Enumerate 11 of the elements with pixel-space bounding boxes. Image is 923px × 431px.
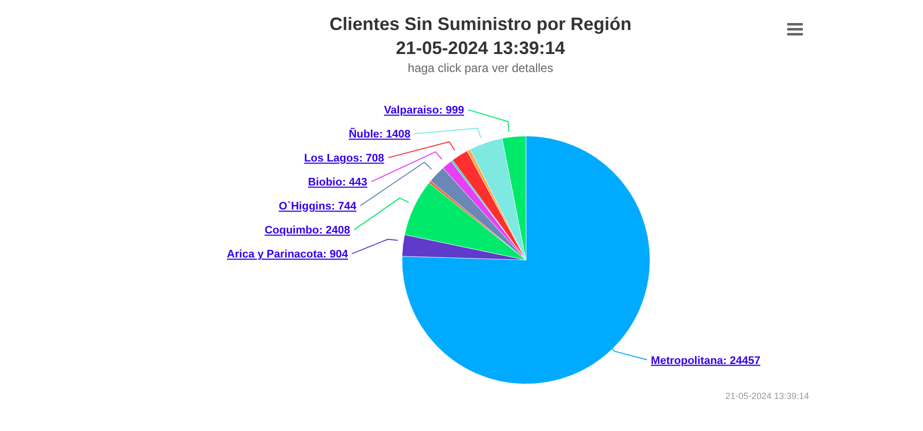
slice-label: Metropolitana: 24457 [650,354,760,367]
slice-label: Biobio: 443 [308,176,368,189]
slice-label: O`Higgins: 744 [278,200,358,213]
text: 21-05-2024 13:39:14 [725,391,809,401]
slice-label: Valparaiso: 999 [384,104,464,117]
slice-label: Ñuble: 1408 [348,128,410,141]
slice-label: Los Lagos: 708 [304,152,384,165]
slice-label: Arica y Parinacota: 904 [226,248,349,261]
chart-subtitle: haga click para ver detalles [406,61,554,75]
slice-label: Coquimbo: 2408 [264,224,350,237]
chart-title: Clientes Sin Suministro por Región 21-05-2024 13:39:14 [328,13,633,60]
